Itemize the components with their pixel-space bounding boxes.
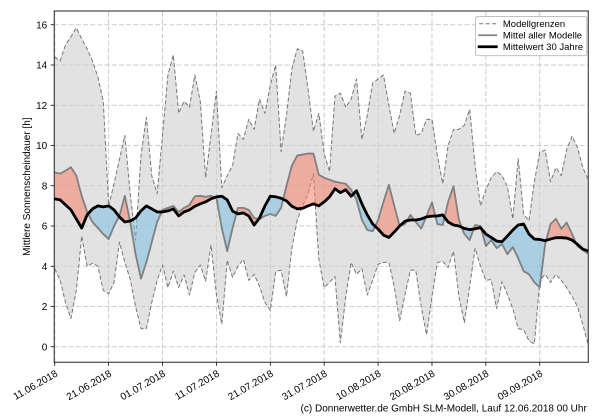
svg-text:(c) Donnerwetter.de GmbH SLM-M: (c) Donnerwetter.de GmbH SLM-Modell, Lau… xyxy=(301,404,588,415)
svg-text:6: 6 xyxy=(42,222,48,233)
svg-text:16: 16 xyxy=(36,20,48,31)
svg-text:0: 0 xyxy=(42,342,48,353)
svg-text:14: 14 xyxy=(36,61,48,72)
svg-text:4: 4 xyxy=(42,262,48,273)
svg-text:10: 10 xyxy=(36,141,48,152)
svg-text:Mittelwert 30 Jahre: Mittelwert 30 Jahre xyxy=(503,42,583,53)
svg-text:Mittel aller Modelle: Mittel aller Modelle xyxy=(503,31,582,42)
svg-text:2: 2 xyxy=(42,302,48,313)
svg-text:12: 12 xyxy=(36,101,48,112)
svg-text:8: 8 xyxy=(42,181,48,192)
svg-text:Mittlere Sonnenscheindauer [h]: Mittlere Sonnenscheindauer [h] xyxy=(22,117,33,256)
svg-text:Modellgrenzen: Modellgrenzen xyxy=(503,19,565,30)
